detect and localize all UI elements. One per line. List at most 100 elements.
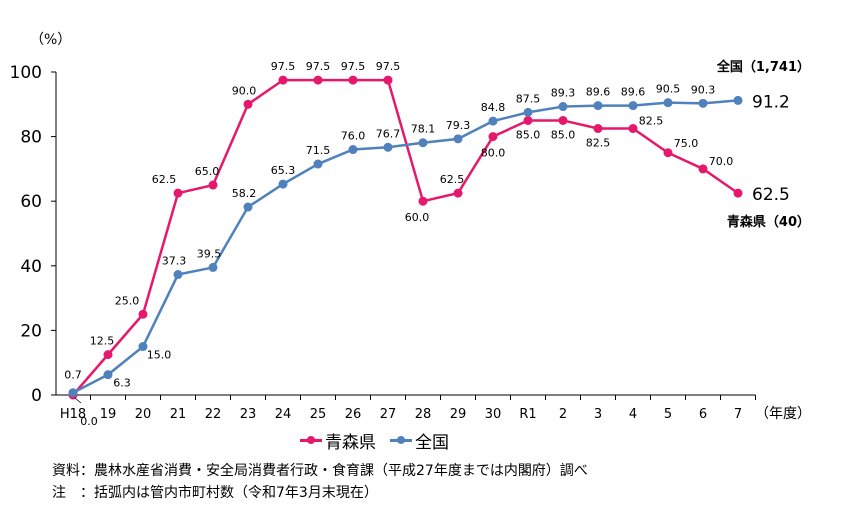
x-tick-label: 21 — [170, 407, 187, 422]
data-point — [453, 134, 463, 144]
data-point — [208, 262, 218, 272]
series-line-national — [72, 99, 739, 394]
end-value-label: 91.2 — [752, 92, 790, 112]
data-label: 75.0 — [674, 137, 699, 150]
data-point — [243, 99, 253, 109]
data-label: 65.0 — [195, 165, 220, 178]
data-label: 71.5 — [306, 144, 331, 157]
x-tick-label: 7 — [734, 407, 742, 422]
data-point — [733, 188, 743, 198]
data-point — [313, 159, 323, 169]
data-label: 85.0 — [516, 128, 541, 141]
y-tick-label: 20 — [20, 321, 42, 341]
data-point — [453, 188, 463, 198]
series-end-label-national: 全国（1,741） — [716, 59, 810, 75]
data-label: 78.1 — [411, 123, 436, 136]
data-label: 62.5 — [152, 173, 177, 186]
source-note: 資料：農林水産省消費・安全局消費者行政・食育課（平成27年度までは内閣府）調べ — [52, 463, 588, 479]
x-tick-label: 29 — [450, 407, 467, 422]
data-label: 37.3 — [162, 255, 187, 268]
data-label: 89.6 — [621, 86, 646, 99]
data-point — [383, 142, 393, 152]
y-tick-label: 40 — [20, 257, 42, 277]
data-label: 97.5 — [306, 60, 331, 73]
series-end-label-aomori: 青森県（40） — [727, 214, 810, 230]
data-label: 89.6 — [586, 86, 611, 99]
data-label: 0.7 — [64, 369, 82, 382]
x-tick-label: 22 — [205, 407, 222, 422]
legend-label-aomori: 青森県 — [325, 433, 376, 453]
data-label: 85.0 — [551, 128, 576, 141]
x-tick-label: R1 — [519, 407, 536, 422]
data-point — [138, 309, 148, 319]
data-point — [103, 350, 113, 360]
legend-label-national: 全国 — [415, 433, 449, 453]
data-label: 84.8 — [481, 101, 506, 114]
data-label: 70.0 — [709, 155, 734, 168]
leader-line — [74, 397, 82, 404]
data-label: 12.5 — [90, 335, 115, 348]
data-point — [593, 124, 603, 134]
x-tick-label: 23 — [240, 407, 257, 422]
data-label: 62.5 — [440, 173, 465, 186]
data-label: 97.5 — [271, 60, 296, 73]
end-value-label: 62.5 — [752, 185, 790, 205]
data-label: 82.5 — [586, 137, 611, 150]
data-point — [733, 95, 743, 105]
x-tick-label: 24 — [275, 407, 292, 422]
data-label: 80.0 — [481, 147, 506, 160]
data-point — [383, 75, 393, 85]
data-point — [348, 145, 358, 155]
legend: 青森県 全国 — [300, 428, 449, 453]
x-tick-label: 5 — [664, 407, 672, 422]
data-label: 89.3 — [551, 87, 576, 100]
data-label: 97.5 — [376, 60, 401, 73]
data-point — [173, 270, 183, 280]
data-point — [278, 75, 288, 85]
data-label: 90.5 — [656, 83, 681, 96]
y-unit-label: （%） — [30, 32, 71, 48]
x-tick-label: 28 — [415, 407, 432, 422]
legend-swatch-national — [390, 436, 412, 444]
y-tick-label: 100 — [10, 63, 42, 83]
data-point — [138, 342, 148, 352]
data-point — [628, 124, 638, 134]
data-point — [663, 98, 673, 108]
data-label: 0.0 — [80, 415, 98, 428]
data-point — [208, 180, 218, 190]
data-point — [593, 101, 603, 111]
x-unit-label: （年度） — [755, 406, 811, 422]
data-label: 60.0 — [405, 211, 430, 224]
data-label: 6.3 — [113, 377, 131, 390]
data-point — [348, 75, 358, 85]
data-point — [418, 138, 428, 148]
data-point — [698, 98, 708, 108]
data-label: 87.5 — [516, 92, 541, 105]
data-label: 76.0 — [341, 130, 366, 143]
data-point — [628, 101, 638, 111]
data-label: 76.7 — [376, 127, 401, 140]
data-label: 25.0 — [115, 294, 140, 307]
data-point — [313, 75, 323, 85]
x-tick-label: 30 — [485, 407, 502, 422]
data-label: 39.5 — [197, 247, 222, 260]
data-point — [418, 196, 428, 206]
data-label: 90.3 — [691, 83, 716, 96]
data-point — [103, 370, 113, 380]
y-tick-label: 0 — [31, 386, 42, 406]
x-tick-label: 26 — [345, 407, 362, 422]
series-line-aomori — [72, 78, 739, 396]
data-label: 15.0 — [147, 349, 172, 362]
data-label: 79.3 — [446, 119, 471, 132]
data-point — [68, 388, 78, 398]
data-label: 82.5 — [639, 115, 664, 128]
data-point — [558, 102, 568, 112]
data-point — [243, 202, 253, 212]
data-label: 90.0 — [232, 84, 257, 97]
x-tick-label: 27 — [380, 407, 397, 422]
x-tick-label: 4 — [629, 407, 637, 422]
legend-item-aomori: 青森県 — [300, 428, 376, 453]
data-point — [488, 116, 498, 126]
